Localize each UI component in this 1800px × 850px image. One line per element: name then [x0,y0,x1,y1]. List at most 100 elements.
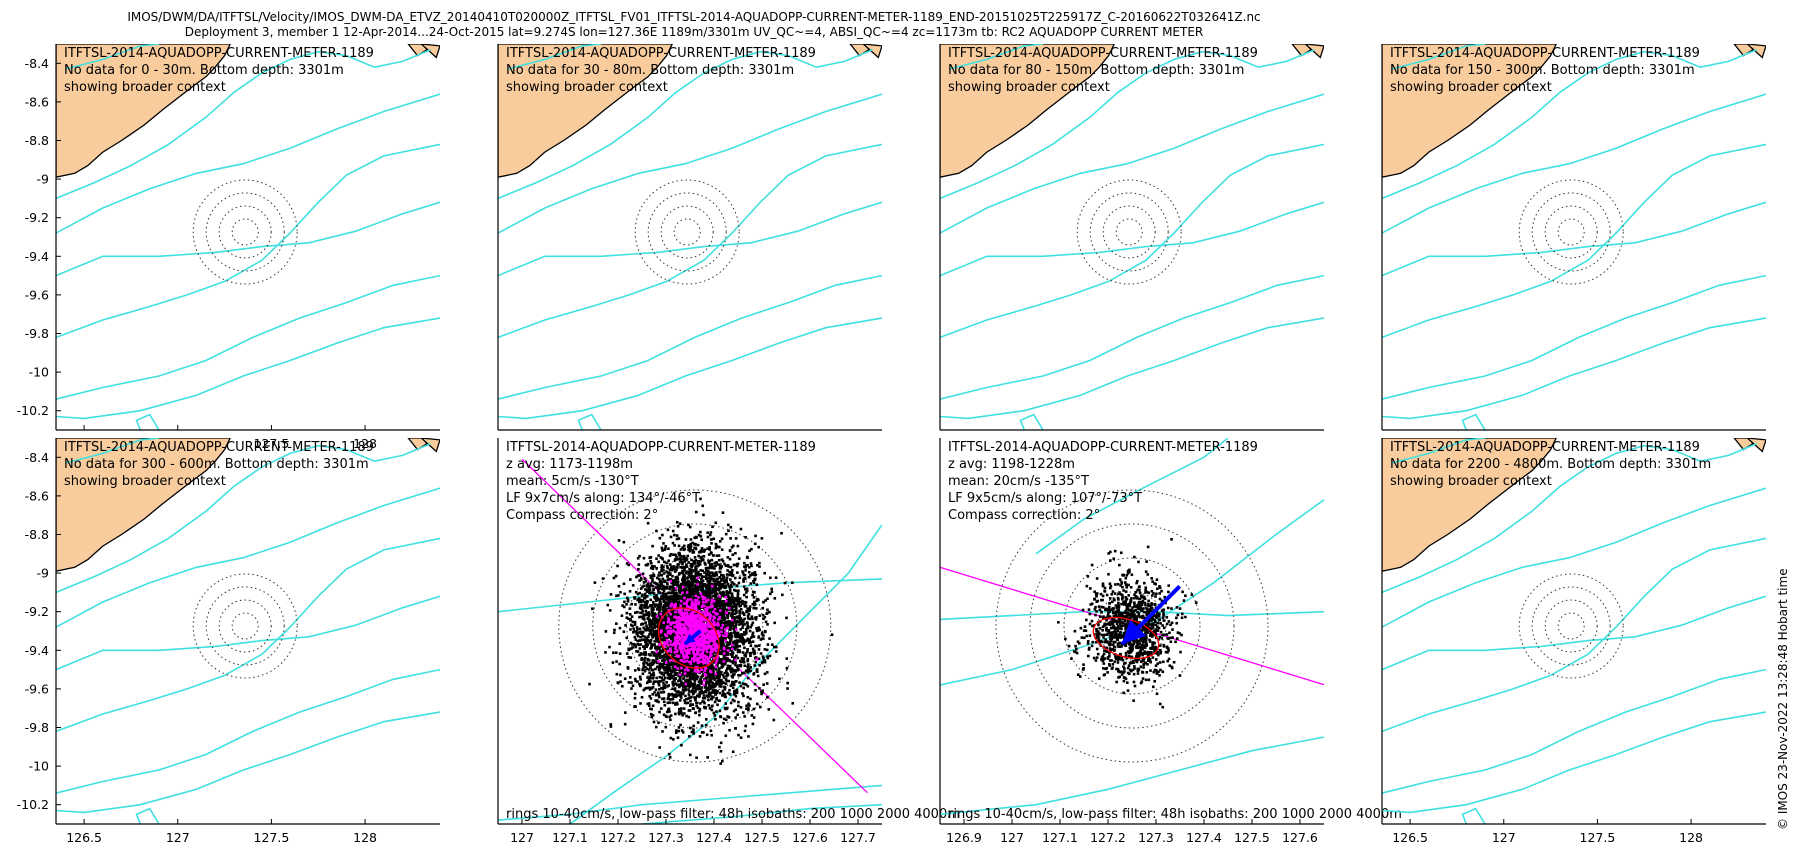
scatter-point [722,721,725,725]
scatter-point [744,652,748,655]
scatter-point [691,564,694,567]
scatter-point [726,615,730,618]
isobath-8 [135,807,160,824]
scatter-point [722,612,725,616]
scatter-point [698,692,701,696]
scatter-point [714,521,718,525]
scatter-point [667,647,671,650]
scatter-point [675,568,678,572]
x-tick-label: 128 [353,436,377,451]
scatter-point [763,648,767,651]
scatter-point [722,637,726,641]
isobath-2 [940,49,1315,200]
scatter-point [671,660,675,664]
land-mass [498,44,673,178]
scatter-point [718,604,722,607]
scatter-point [705,718,708,721]
ring-10 [231,218,259,246]
scatter-point [750,714,754,717]
scatter-point [677,573,681,576]
scatter-point [696,580,700,583]
scatter-point [716,563,720,566]
panel-text-line: showing broader context [1390,80,1552,95]
scatter-point [718,637,722,640]
scatter-point [718,576,722,580]
scatter-point [696,543,700,547]
scatter-point [680,711,683,715]
scatter-point [685,556,688,560]
side-label: © IMOS 23-Nov-2022 13:28:48 Hobart time [1776,568,1790,830]
scatter-point [728,557,732,561]
scatter-point [700,686,704,689]
scatter-point [643,618,646,621]
scatter-point [718,675,721,679]
scatter-point [744,683,748,686]
scatter-point [660,564,664,567]
panels: 126.5127127.5128-8.4-8.6-8.8-9-9.2-9.4-9… [17,44,1766,845]
scatter-point [738,612,742,615]
scatter-point [715,554,719,558]
scatter-point [737,704,740,708]
scatter-point [751,621,755,625]
scatter-point [655,657,658,660]
scatter-point [657,591,660,594]
scatter-point [640,623,643,626]
scatter-point [659,680,662,683]
scatter-point [723,632,727,636]
scatter-point [662,560,666,564]
scatter-point [660,676,664,680]
scatter-point [679,548,683,551]
scatter-point [651,704,655,708]
scatter-point [699,588,703,592]
scatter-point [721,625,725,629]
scatter-point [663,593,666,597]
scatter-point [744,669,748,673]
scatter-point [622,582,626,586]
scatter-point [697,563,700,567]
scatter-point [668,710,671,713]
scatter-point [769,576,772,580]
scatter-point [727,634,731,638]
scatter-point [689,563,693,567]
scatter-point [652,651,656,655]
scatter-point [654,725,658,729]
scatter-point [601,577,605,580]
scatter-point [736,601,740,604]
scatter-point [639,604,643,607]
scatter-point [640,658,643,661]
scatter-point [647,618,651,622]
scatter-point [662,682,665,685]
scatter-point [695,694,699,698]
scatter-point [638,627,642,631]
scatter-point [785,666,789,670]
scatter-point [690,660,694,664]
scatter-point [761,606,765,610]
scatter-point [648,640,651,643]
scatter-point [654,688,658,691]
scatter-point [717,558,721,562]
scatter-point [667,559,670,563]
scatter-point [704,658,708,662]
scatter-point [615,672,619,676]
isobath-5 [940,143,1324,339]
scatter-point [657,683,661,687]
scatter-point [710,611,713,615]
scatter-point [636,574,640,578]
scatter-point [700,675,704,678]
scatter-point [731,750,735,754]
scatter-point [633,635,637,639]
scatter-point [648,612,651,616]
scatter-point [714,689,717,692]
isobath-2 [56,443,431,594]
scatter-point [643,660,647,664]
isobath-3 [498,784,882,821]
scatter-point [711,641,714,645]
scatter-point [662,612,666,615]
scatter-point [687,684,691,688]
scatter-point [768,610,771,614]
scatter-point [664,636,667,640]
scatter-point [763,660,767,664]
scatter-point [662,589,666,593]
scatter-point [680,673,684,676]
scatter-point [688,735,691,738]
